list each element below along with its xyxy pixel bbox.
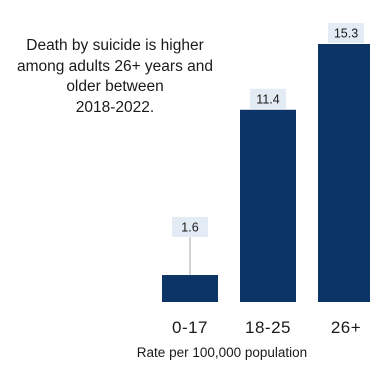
data-label-box-0-17 (172, 217, 208, 238)
chart-annotation: Death by suicide is higher among adults … (16, 37, 214, 116)
bars-group (162, 44, 370, 302)
x-tick-26+: 26+ (331, 318, 361, 337)
x-tick-18-25: 18-25 (245, 318, 291, 337)
data-label-18-25: 11.4 (256, 92, 279, 106)
data-label-box-18-25 (250, 88, 286, 109)
bar-0-17 (162, 275, 218, 302)
x-tick-0-17: 0-17 (172, 318, 208, 337)
data-label-0-17: 1.6 (181, 221, 198, 235)
bar-26+ (318, 44, 370, 302)
data-labels-group: 1.6 11.4 15.3 (172, 23, 364, 238)
bar-18-25 (240, 109, 296, 302)
x-axis-label: Rate per 100,000 population (137, 345, 307, 360)
data-label-26+: 15.3 (334, 27, 358, 41)
data-label-box-26+ (328, 23, 364, 43)
x-tick-labels-group: 0-17 18-25 26+ (172, 318, 361, 337)
